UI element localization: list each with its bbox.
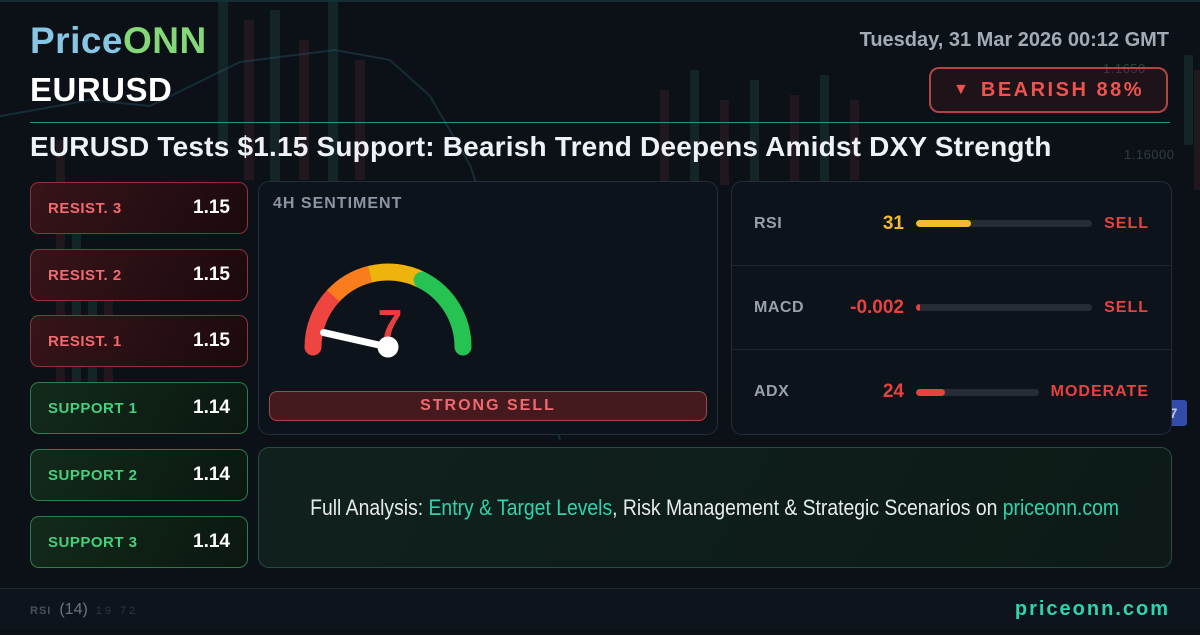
down-triangle-icon: ▼ [953,81,969,98]
level-label: RESIST. 2 [48,266,122,284]
resistance-3-box: RESIST. 3 1.15 [30,182,248,234]
footer-bg-rsi-legend: RSI (14) 19 72 [30,601,138,619]
indicator-bar-fill [916,388,946,396]
support-3-box: SUPPORT 3 1.14 [30,516,248,568]
top-border-line [0,0,1200,2]
banner-middle: , Risk Management & Strategic Scenarios … [612,494,1004,520]
banner-site-link[interactable]: priceonn.com [1003,494,1120,520]
level-value: 1.14 [193,531,230,552]
footer-rsi-label: RSI [30,604,52,617]
indicator-bar [916,304,1093,311]
app-logo: PriceONN [30,20,207,62]
gauge-needle [320,329,392,351]
sentiment-signal-label: STRONG SELL [420,397,556,414]
level-value: 1.15 [193,330,230,351]
logo-part-onn: ONN [123,20,207,61]
gauge-hub [377,336,399,358]
resistance-2-box: RESIST. 2 1.15 [30,249,248,301]
indicator-label: ADX [754,383,790,400]
indicator-row-adx: ADX 24 MODERATE [732,350,1171,434]
gauge-arc-orange [326,265,373,302]
indicator-value: -0.002 [850,296,904,318]
level-label: RESIST. 3 [48,199,122,217]
indicator-bar [916,220,1093,227]
level-value: 1.14 [193,464,230,485]
gauge-arc-red [304,287,342,356]
bearish-signal-badge: ▼ BEARISH 88% [929,67,1168,113]
level-value: 1.15 [193,264,230,285]
level-label: SUPPORT 2 [48,466,138,484]
sentiment-card: 4H SENTIMENT 7 STRONG SELL [258,181,718,435]
bearish-badge-label: BEARISH 88% [980,78,1144,101]
indicator-label: MACD [754,298,804,316]
full-analysis-text: Full Analysis: Entry & Target Levels, Ri… [311,495,1120,521]
footer-rsi-levels: 19 72 [95,604,139,617]
gauge-arc-green [413,271,472,356]
level-label: RESIST. 1 [48,332,122,350]
full-analysis-banner: Full Analysis: Entry & Target Levels, Ri… [258,447,1172,568]
level-value: 1.15 [193,197,230,218]
headline: EURUSD Tests $1.15 Support: Bearish Tren… [30,131,1052,162]
logo-part-price: Price [30,20,124,61]
resistance-1-box: RESIST. 1 1.15 [30,315,248,367]
indicator-bar-fill [916,220,971,227]
level-label: SUPPORT 1 [48,399,138,417]
support-1-box: SUPPORT 1 1.14 [30,382,248,434]
indicator-value: 24 [882,381,904,402]
sentiment-gauge: 7 [293,252,483,367]
level-label: SUPPORT 3 [48,533,138,551]
footer-site-link[interactable]: priceonn.com [1014,598,1170,620]
sentiment-signal-pill: STRONG SELL [269,391,707,421]
bg-price-label-2: 1.16000 [1124,147,1175,162]
indicator-bar [916,388,1039,396]
support-2-box: SUPPORT 2 1.14 [30,449,248,501]
footer-rsi-period: (14) [59,600,88,618]
indicator-bar-fill [916,304,920,311]
indicator-label: RSI [754,214,783,232]
banner-prefix: Full Analysis: [310,494,429,520]
indicator-signal: MODERATE [1050,383,1149,400]
datetime-label: Tuesday, 31 Mar 2026 00:12 GMT [859,29,1169,51]
symbol-title: EURUSD [30,71,173,108]
header-divider [30,122,1170,123]
indicators-card: RSI 31 SELL MACD -0.002 SELL ADX 24 MODE… [731,181,1172,435]
sentiment-title: 4H SENTIMENT [273,195,403,212]
indicator-row-macd: MACD -0.002 SELL [732,266,1171,350]
indicator-signal: SELL [1104,298,1149,316]
indicator-signal: SELL [1104,214,1149,232]
indicator-row-rsi: RSI 31 SELL [732,182,1171,266]
indicator-value: 31 [882,212,904,234]
footer-bar: RSI (14) 19 72 priceonn.com [0,588,1200,630]
banner-highlight-link[interactable]: Entry & Target Levels [428,494,613,520]
level-value: 1.14 [193,397,230,418]
